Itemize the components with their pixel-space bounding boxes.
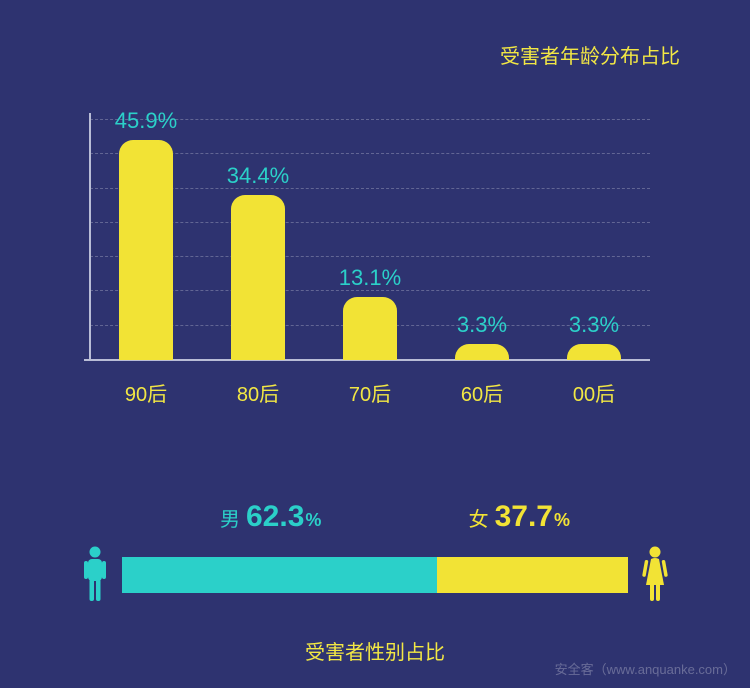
bar-value-label: 34.4% [227, 163, 289, 189]
x-axis-label: 70后 [338, 378, 402, 407]
bar-group: 13.1% [338, 265, 402, 360]
male-label-group: 男 62.3% [220, 500, 321, 534]
age-bar-chart: 45.9%34.4%13.1%3.3%3.3% 90后80后70后60后00后 [90, 100, 650, 360]
x-axis-label: 00后 [562, 378, 626, 407]
bar [567, 344, 621, 360]
bar-value-label: 3.3% [569, 312, 619, 338]
female-value: 37.7 [495, 500, 553, 533]
male-value: 62.3 [246, 500, 304, 533]
gender-bar-section [80, 545, 670, 605]
bar [455, 344, 509, 360]
bars-container: 45.9%34.4%13.1%3.3%3.3% [90, 120, 650, 360]
watermark-text: 安全客（www.anquanke.com） [555, 659, 736, 678]
bar-group: 45.9% [114, 108, 178, 360]
female-segment [437, 557, 628, 593]
x-axis-labels: 90后 80后 70后 60后 00后 [90, 378, 650, 407]
bar-value-label: 13.1% [339, 265, 401, 291]
bar [119, 140, 173, 360]
female-person-icon [640, 545, 670, 605]
bar-group: 3.3% [450, 312, 514, 360]
bar [231, 195, 285, 360]
female-prefix: 女 [469, 509, 489, 531]
x-axis-label: 60后 [450, 378, 514, 407]
male-person-icon [80, 545, 110, 605]
male-prefix: 男 [220, 509, 240, 531]
female-pct-sign: % [554, 510, 570, 530]
bar-group: 3.3% [562, 312, 626, 360]
age-chart-title: 受害者年龄分布占比 [500, 40, 680, 69]
bar-group: 34.4% [226, 163, 290, 360]
male-pct-sign: % [305, 510, 321, 530]
gender-labels-row: 男 62.3% 女 37.7% [120, 500, 640, 534]
bar-value-label: 3.3% [457, 312, 507, 338]
x-axis-label: 90后 [114, 378, 178, 407]
female-label-group: 女 37.7% [469, 500, 570, 534]
x-axis-label: 80后 [226, 378, 290, 407]
bar-value-label: 45.9% [115, 108, 177, 134]
gender-stacked-bar [122, 557, 628, 593]
male-segment [122, 557, 437, 593]
bar [343, 297, 397, 360]
